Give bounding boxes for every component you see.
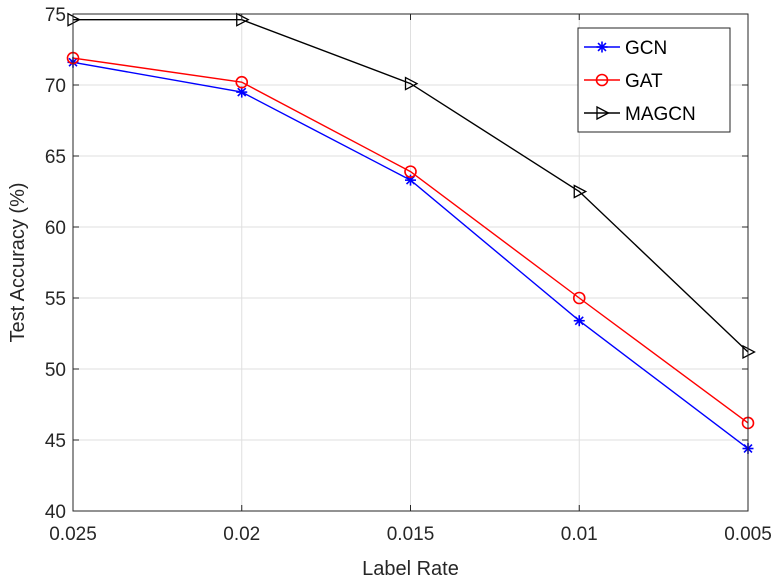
y-tick-label: 65 [45,147,66,168]
legend-label: MAGCN [625,104,696,125]
data-point [235,75,249,89]
data-point [572,291,586,305]
x-axis-label: Label Rate [362,558,459,580]
legend: GCN GAT MAGCN [577,27,731,133]
data-point [404,76,419,91]
data-point [573,184,588,199]
x-tick-label: 0.025 [49,524,97,545]
x-tick-label: 0.005 [724,524,772,545]
y-tick-label: 55 [45,289,66,310]
data-point [404,165,417,178]
data-point [236,12,250,27]
data-point [595,73,609,87]
ticks: 0.025 0.02 0.015 0.01 0.005 40 45 50 55 60 65 70 75 [45,5,772,545]
y-tick-label: 45 [45,431,66,452]
y-tick-label: 50 [45,360,66,381]
x-tick-label: 0.015 [387,524,435,545]
legend-label: GCN [625,38,667,59]
y-axis-label: Test Accuracy (%) [7,182,29,342]
data-point [596,105,610,121]
x-tick-label: 0.02 [223,524,260,545]
y-tick-label: 70 [45,76,66,97]
legend-item-magcn: MAGCN [584,104,696,125]
x-tick-label: 0.01 [561,524,598,545]
legend-item-gcn: GCN [584,38,667,59]
series-line [72,57,749,424]
y-tick-label: 60 [45,218,66,239]
data-point [573,315,585,327]
y-tick-label: 75 [45,5,66,26]
data-point [67,12,81,27]
series-magcn [67,12,756,360]
legend-label: GAT [625,71,663,92]
data-point [596,41,608,53]
legend-item-gat: GAT [584,71,663,92]
series-line [73,18,749,353]
data-point [742,344,756,360]
y-tick-label: 40 [45,502,66,523]
